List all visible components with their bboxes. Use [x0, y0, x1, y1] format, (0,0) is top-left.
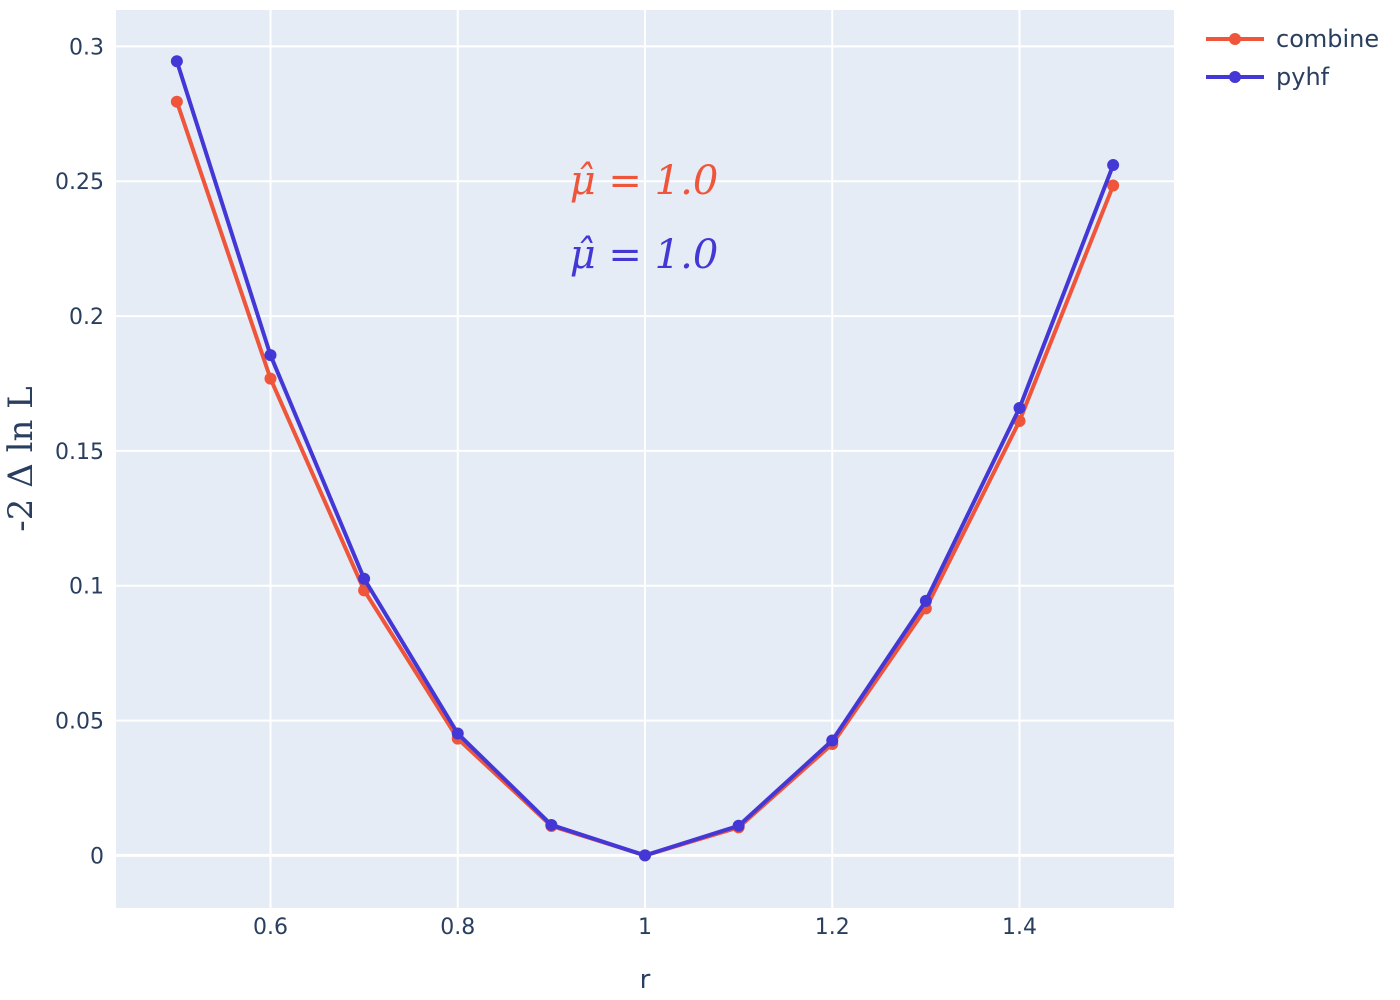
y-tick-label: 0.25 — [55, 170, 104, 195]
legend[interactable]: combine pyhf — [1206, 25, 1379, 91]
pyhf-point — [1107, 159, 1120, 172]
legend-item-pyhf[interactable]: pyhf — [1206, 63, 1330, 91]
pyhf-point — [264, 349, 277, 362]
grid — [116, 10, 1174, 908]
legend-item-combine[interactable]: combine — [1206, 25, 1379, 53]
pyhf-point — [639, 849, 651, 862]
x-tick-label: 1.2 — [815, 915, 850, 940]
x-tick-label: 0.8 — [440, 915, 475, 940]
y-tick-label: 0.2 — [69, 305, 104, 330]
pyhf-point — [358, 572, 371, 585]
series-layer — [170, 55, 1120, 862]
y-axis-title: -2 Δ ln L — [1, 386, 41, 531]
pyhf-point — [732, 819, 745, 832]
y-tick-label: 0.15 — [55, 440, 104, 465]
pyhf-point — [170, 55, 183, 68]
y-tick-label: 0.1 — [69, 575, 104, 600]
pyhf-point — [1013, 402, 1026, 415]
combine-point — [170, 95, 183, 108]
x-tick-label: 0.6 — [253, 915, 288, 940]
x-axis-title: r — [640, 965, 651, 995]
pyhf-point — [919, 594, 932, 607]
combine-point — [1107, 179, 1120, 192]
y-tick-label: 0.05 — [55, 710, 104, 735]
y-axis-ticks: 0 0.05 0.1 0.15 0.2 0.25 0.3 — [55, 35, 104, 869]
legend-swatch-marker — [1229, 71, 1241, 83]
combine-point — [264, 372, 277, 385]
x-axis-ticks: 0.6 0.8 1 1.2 1.4 — [253, 915, 1037, 940]
x-tick-label: 1 — [638, 915, 652, 940]
legend-swatch-marker — [1229, 33, 1241, 45]
legend-label: combine — [1276, 25, 1379, 53]
y-tick-label: 0 — [90, 844, 104, 869]
x-tick-label: 1.4 — [1002, 915, 1037, 940]
pyhf-point — [545, 818, 558, 831]
legend-label: pyhf — [1276, 63, 1330, 91]
pyhf-point — [451, 727, 464, 740]
y-tick-label: 0.3 — [69, 35, 104, 60]
mu-hat-pyhf-annotation: μ̂ = 1.0 — [570, 232, 719, 278]
mu-hat-combine-annotation: μ̂ = 1.0 — [570, 158, 719, 204]
series-pyhf — [170, 55, 1120, 862]
pyhf-point — [826, 734, 839, 747]
